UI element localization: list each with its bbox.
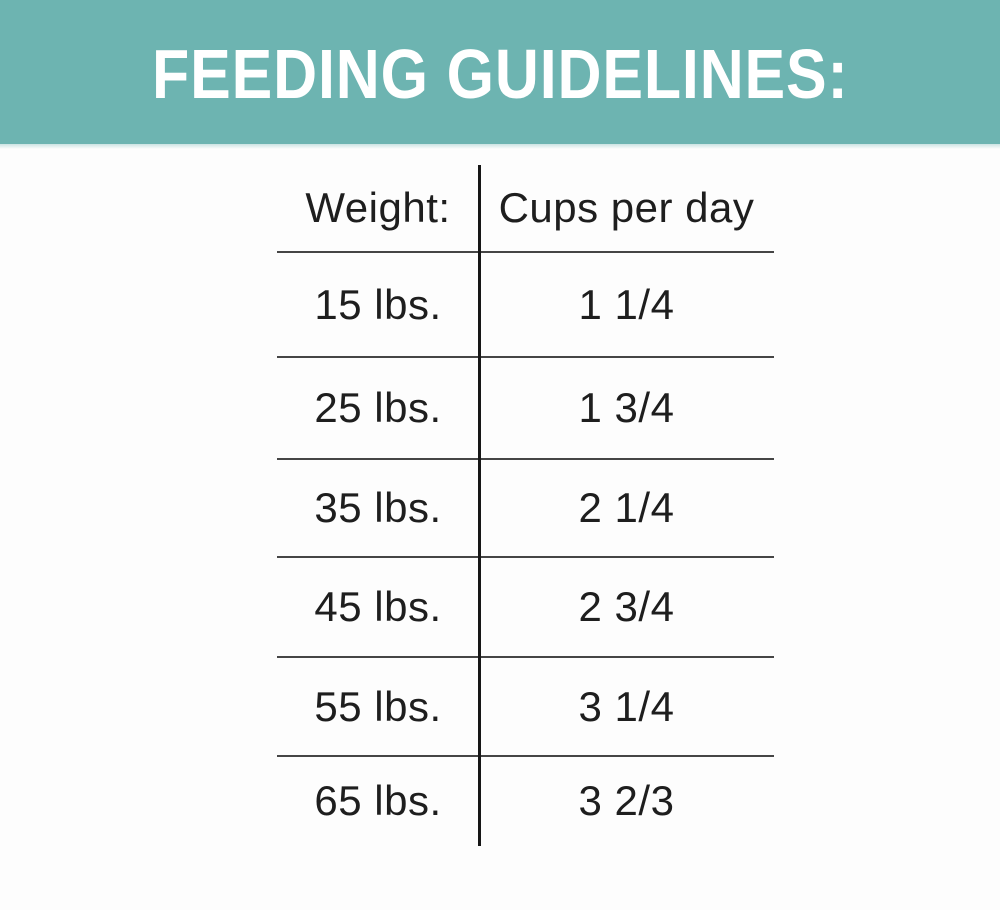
table-column-divider [478, 165, 481, 846]
table-header-row: Weight: Cups per day [277, 165, 774, 253]
table-row: 25 lbs. 1 3/4 [277, 358, 774, 460]
cups-cell: 1 1/4 [578, 280, 675, 328]
table-row: 65 lbs. 3 2/3 [277, 757, 774, 845]
weight-cell: 65 lbs. [314, 777, 442, 824]
weight-cell: 25 lbs. [314, 384, 442, 431]
cups-cell: 2 1/4 [578, 484, 675, 531]
cups-cell: 1 3/4 [578, 384, 675, 431]
weight-cell: 35 lbs. [314, 484, 442, 531]
column-header-cups: Cups per day [498, 184, 755, 231]
cups-cell: 2 3/4 [578, 583, 675, 630]
page-title: FEEDING GUIDELINES: [151, 35, 849, 113]
weight-cell: 15 lbs. [314, 280, 442, 328]
header-banner: FEEDING GUIDELINES: [0, 0, 1000, 149]
weight-cell: 55 lbs. [314, 682, 442, 730]
cups-cell: 3 1/4 [578, 682, 675, 730]
table-row: 55 lbs. 3 1/4 [277, 658, 774, 757]
cups-cell: 3 2/3 [578, 777, 675, 824]
table-row: 35 lbs. 2 1/4 [277, 460, 774, 558]
feeding-guidelines-table: Weight: Cups per day 15 lbs. 1 1/4 25 lb… [277, 165, 774, 845]
column-header-weight: Weight: [305, 184, 451, 231]
weight-cell: 45 lbs. [314, 583, 442, 630]
table-row: 15 lbs. 1 1/4 [277, 253, 774, 358]
table-row: 45 lbs. 2 3/4 [277, 558, 774, 658]
